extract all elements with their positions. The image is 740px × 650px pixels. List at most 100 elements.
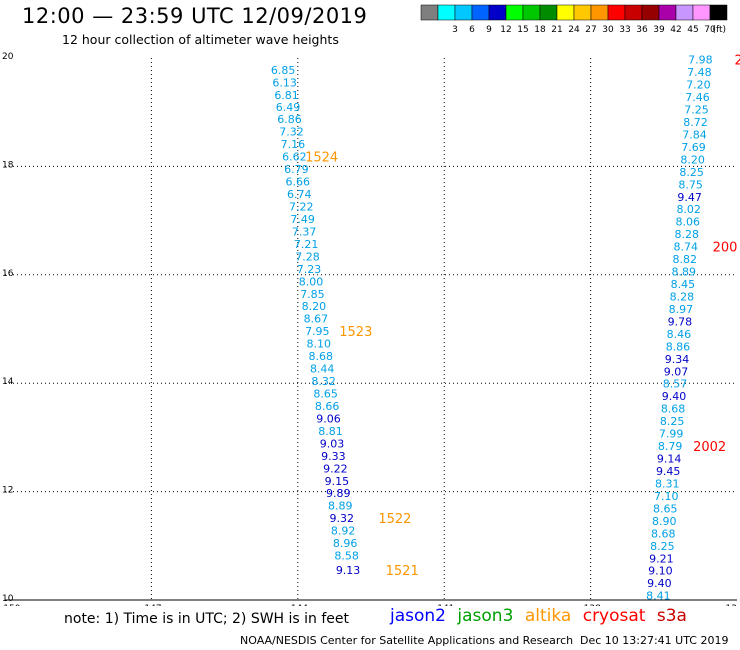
x-tick-label: -141 <box>434 604 454 606</box>
swh-value-label: 9.40 <box>647 577 672 590</box>
x-tick-label: -150 <box>0 604 21 606</box>
swh-value-label: 8.72 <box>683 116 708 129</box>
swh-value-label: 8.79 <box>658 440 683 453</box>
page-title: 12:00 — 23:59 UTC 12/09/2019 <box>22 4 368 28</box>
footer-credit: NOAA/NESDIS Center for Satellite Applica… <box>240 634 574 647</box>
swh-value-label: 7.46 <box>685 91 710 104</box>
footer-note: note: 1) Time is in UTC; 2) SWH is in fe… <box>64 611 350 627</box>
colorbar-label: 45 <box>687 25 698 35</box>
swh-value-label: 7.28 <box>295 250 320 263</box>
wave-height-map: -150-147-144-141-138-131012141618206.856… <box>0 52 740 606</box>
swh-value-label: 8.25 <box>679 166 704 179</box>
swh-value-label: 8.74 <box>674 241 699 254</box>
colorbar-label: 36 <box>636 25 648 35</box>
swh-value-label: 8.32 <box>311 375 336 388</box>
swh-value-label: 8.75 <box>678 178 703 191</box>
swh-value-label: 9.47 <box>677 191 702 204</box>
y-tick-label: 20 <box>2 52 14 62</box>
y-tick-label: 18 <box>2 160 14 170</box>
x-tick-label: -13 <box>722 604 737 606</box>
swh-value-label: 9.40 <box>662 390 687 403</box>
y-tick-label: 14 <box>2 377 14 387</box>
x-tick-label: -147 <box>141 604 161 606</box>
legend-jason2: jason2 <box>390 606 446 626</box>
swh-value-label: 8.46 <box>667 328 692 341</box>
color-scale-bar: 3 6 9 12 15 18 21 24 27 30 33 36 39 42 45 70(ft) <box>420 4 728 35</box>
colorbar-unit: (ft) <box>712 25 726 35</box>
swh-value-label: 8.92 <box>331 525 356 538</box>
pass-time-label: 200 <box>713 241 738 256</box>
swh-value-label: 9.15 <box>325 475 350 488</box>
swh-value-label: 9.13 <box>336 564 361 577</box>
swh-value-label: 7.25 <box>684 103 709 116</box>
swh-value-label: 9.33 <box>321 450 346 463</box>
swh-value-label: 6.66 <box>286 176 311 189</box>
swh-value-label: 7.22 <box>289 201 314 214</box>
colorbar-label: 12 <box>500 25 511 35</box>
swh-value-label: 8.68 <box>308 350 333 363</box>
swh-value-label: 7.16 <box>281 138 306 151</box>
swh-value-label: 8.68 <box>661 403 686 416</box>
swh-value-label: 8.67 <box>304 313 329 326</box>
swh-value-label: 8.45 <box>671 278 696 291</box>
colorbar-label: 3 <box>452 25 458 35</box>
pass-time-label: 1521 <box>386 564 419 579</box>
swh-value-label: 8.81 <box>318 425 343 438</box>
swh-value-label: 8.86 <box>666 340 691 353</box>
swh-value-label: 8.65 <box>653 502 678 515</box>
colorbar-label: 18 <box>534 25 546 35</box>
swh-value-label: 8.66 <box>315 400 340 413</box>
swh-value-label: 7.32 <box>279 126 304 139</box>
legend-altika: altika <box>524 606 572 626</box>
x-tick-label: -144 <box>288 604 309 606</box>
swh-value-label: 8.00 <box>299 275 324 288</box>
swh-value-label: 6.62 <box>282 151 307 164</box>
swh-value-label: 9.14 <box>657 453 682 466</box>
y-tick-label: 12 <box>2 486 13 496</box>
swh-value-label: 7.85 <box>300 288 325 301</box>
swh-value-label: 8.28 <box>674 228 699 241</box>
swh-value-label: 9.06 <box>316 412 341 425</box>
pass-time-label: 20 <box>735 54 740 69</box>
swh-value-label: 7.98 <box>688 54 713 67</box>
swh-value-label: 8.82 <box>673 253 698 266</box>
swh-value-label: 6.13 <box>272 76 297 89</box>
swh-value-label: 9.78 <box>668 315 693 328</box>
swh-value-label: 9.21 <box>649 552 674 565</box>
swh-value-label: 8.02 <box>676 203 701 216</box>
colorbar-label: 27 <box>585 25 596 35</box>
swh-value-label: 6.86 <box>277 113 302 126</box>
swh-value-label: 6.49 <box>276 101 301 114</box>
colorbar-label: 21 <box>551 25 562 35</box>
colorbar-label: 30 <box>602 25 614 35</box>
swh-value-label: 9.22 <box>323 462 348 475</box>
swh-value-label: 7.10 <box>654 490 679 503</box>
colorbar-label: 9 <box>486 25 492 35</box>
footer-timestamp: Dec 10 13:27:41 UTC 2019 <box>580 634 729 647</box>
pass-time-label: 1524 <box>305 151 338 166</box>
swh-value-label: 8.41 <box>646 590 671 603</box>
swh-value-label: 7.37 <box>292 225 317 238</box>
legend-cryosat: cryosat <box>582 606 646 626</box>
x-tick-label: -138 <box>580 604 601 606</box>
swh-value-label: 6.81 <box>274 89 299 102</box>
swh-value-label: 8.90 <box>652 515 677 528</box>
swh-value-label: 8.65 <box>313 387 338 400</box>
swh-value-label: 8.06 <box>675 216 700 229</box>
swh-value-label: 9.34 <box>665 353 690 366</box>
swh-value-label: 7.95 <box>305 325 330 338</box>
swh-value-label: 7.20 <box>686 79 711 92</box>
satellite-legend: jason2 jason3 altika cryosat s3a <box>390 606 693 626</box>
swh-value-label: 8.57 <box>663 378 688 391</box>
y-tick-label: 16 <box>2 269 14 279</box>
swh-value-label: 8.28 <box>670 290 695 303</box>
swh-value-label: 8.89 <box>672 266 697 279</box>
swh-value-label: 8.31 <box>655 477 680 490</box>
swh-value-label: 9.10 <box>648 565 673 578</box>
colorbar-label: 6 <box>469 25 475 35</box>
pass-time-label: 2002 <box>693 440 726 455</box>
swh-value-label: 7.84 <box>682 128 707 141</box>
swh-value-label: 6.79 <box>284 163 309 176</box>
swh-value-label: 9.45 <box>656 465 681 478</box>
colorbar-label: 33 <box>619 25 630 35</box>
